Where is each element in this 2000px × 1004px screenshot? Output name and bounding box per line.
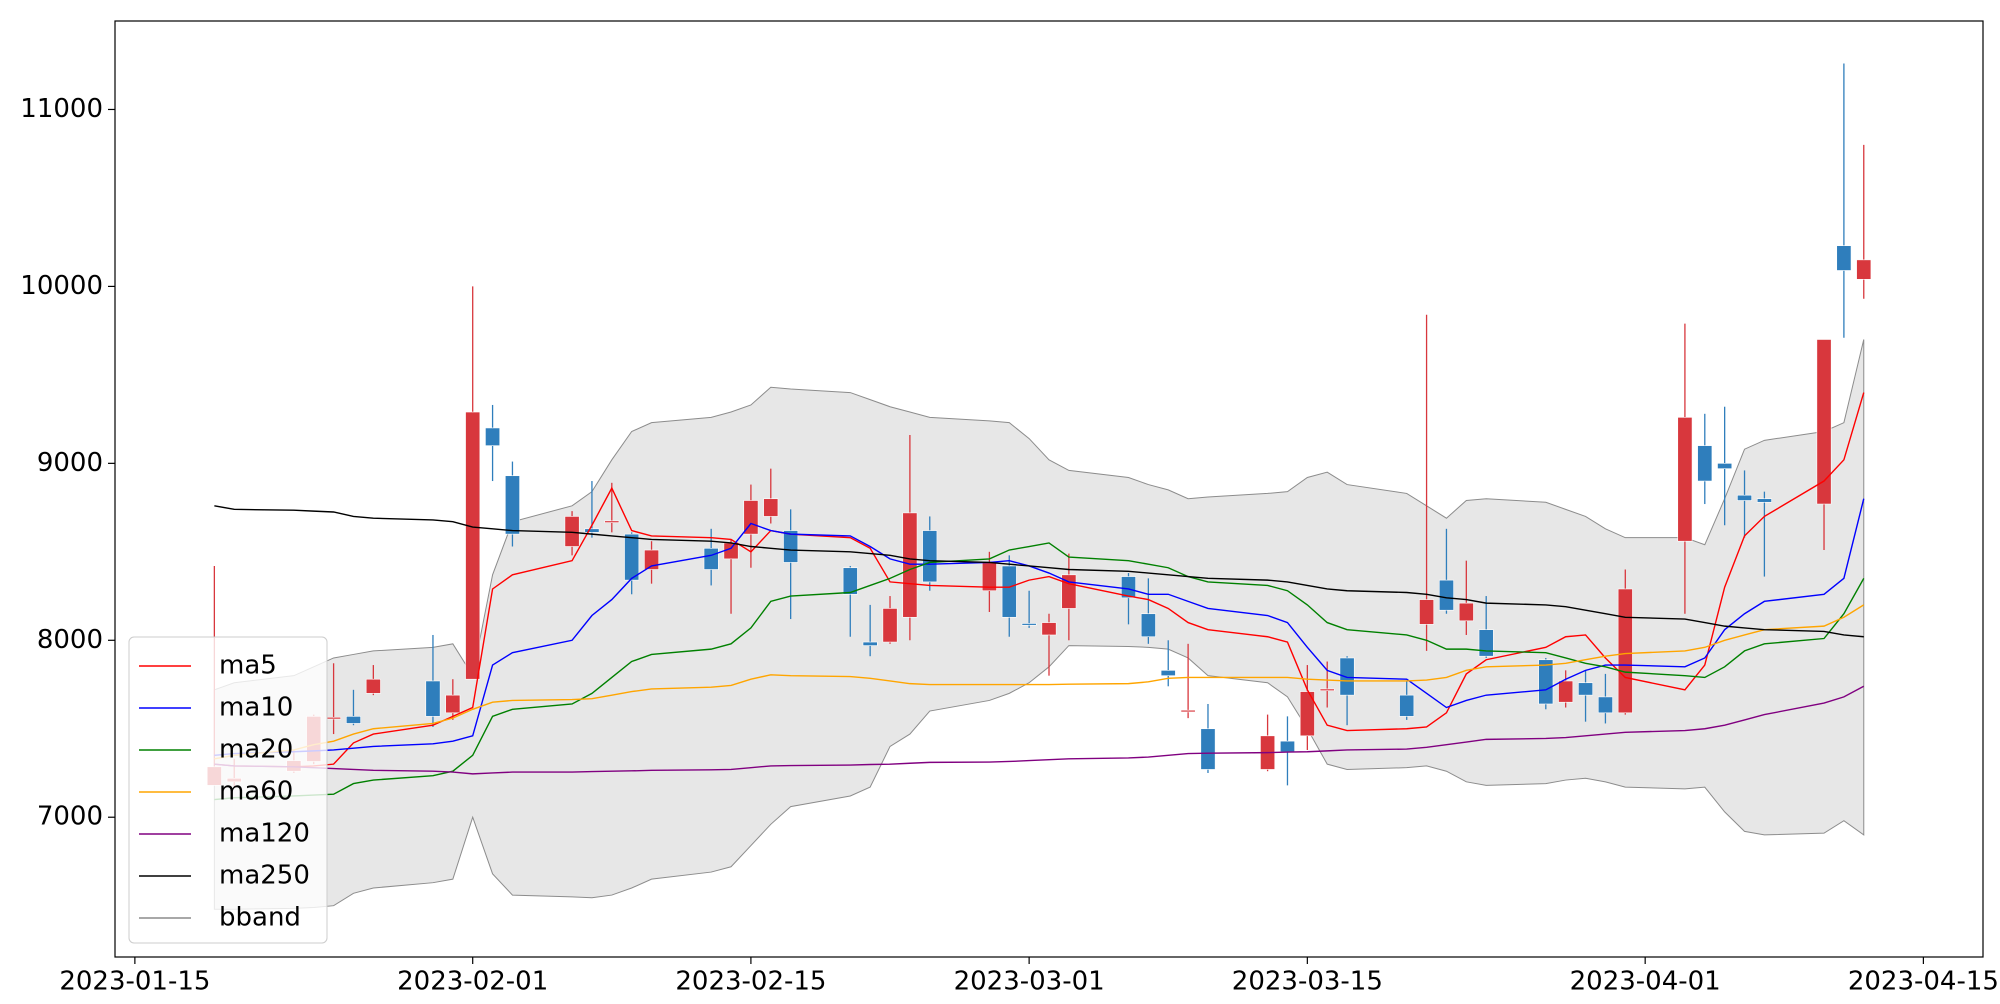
legend-label: ma60 — [219, 777, 293, 807]
candle-body — [1538, 659, 1554, 705]
candle-body — [902, 512, 918, 618]
candle-body — [703, 547, 719, 570]
ma-line — [214, 542, 1865, 801]
candle-body — [1816, 339, 1832, 505]
candle-body — [1339, 657, 1355, 696]
candle-body — [346, 716, 361, 724]
x-tick-label: 2023-02-15 — [675, 967, 826, 997]
candle-body — [1041, 622, 1057, 636]
ma-line — [214, 685, 1865, 775]
legend-label: ma120 — [219, 819, 310, 849]
candle-body — [1200, 728, 1216, 770]
candle-body — [365, 678, 381, 694]
candle-body — [1160, 670, 1176, 676]
candle-body — [723, 542, 739, 560]
candle-body — [425, 680, 441, 717]
x-tick-label: 2023-04-01 — [1570, 967, 1721, 997]
x-tick-label: 2023-03-15 — [1232, 967, 1383, 997]
candle-body — [1597, 696, 1613, 714]
plot-area — [206, 63, 1872, 910]
y-tick-label: 11000 — [20, 94, 103, 124]
x-tick-label: 2023-04-15 — [1848, 967, 1999, 997]
candle-body — [1717, 463, 1733, 469]
bollinger-band — [213, 339, 1865, 910]
candle-body — [1299, 691, 1315, 737]
candle-body — [1697, 445, 1713, 482]
candle-body — [882, 608, 898, 643]
candle-body — [564, 516, 580, 547]
candle-body — [485, 427, 501, 446]
legend-label: bband — [219, 903, 301, 933]
y-tick-label: 8000 — [37, 625, 103, 655]
legend-label: ma20 — [219, 735, 293, 765]
y-tick-label: 10000 — [20, 271, 103, 301]
candle-body — [1458, 602, 1474, 622]
candle-body — [1478, 629, 1494, 657]
candle-body — [1399, 694, 1415, 717]
candle-body — [743, 500, 759, 535]
candle-body — [1319, 688, 1335, 692]
candle-body — [1140, 613, 1156, 638]
candle-body — [1419, 599, 1435, 625]
x-tick-label: 2023-01-15 — [59, 967, 210, 997]
candle-body — [1578, 682, 1594, 696]
candle-body — [1836, 245, 1852, 271]
candle-body — [604, 520, 620, 523]
candle-body — [1280, 740, 1295, 753]
ma-line — [214, 498, 1865, 756]
candle-body — [1856, 259, 1872, 280]
legend-box — [128, 636, 328, 944]
candle-body — [922, 530, 938, 583]
candle-body — [763, 498, 779, 517]
candle-body — [1617, 588, 1633, 714]
candle-body — [465, 411, 481, 680]
candle-body — [504, 475, 520, 535]
ma-line — [214, 604, 1865, 760]
x-tick-label: 2023-03-01 — [954, 967, 1105, 997]
candle-body — [326, 716, 342, 720]
candle-body — [1001, 565, 1017, 618]
candle-body — [862, 641, 878, 646]
candle-body — [842, 567, 858, 595]
plot-frame — [114, 20, 1984, 958]
y-tick-label: 9000 — [37, 448, 103, 478]
candle-body — [584, 528, 600, 533]
candle-body — [783, 530, 799, 563]
candle-body — [1121, 576, 1136, 599]
candle-body — [1061, 574, 1077, 609]
ma-line — [214, 392, 1865, 768]
candle-body — [1021, 623, 1037, 626]
y-tick-label: 7000 — [37, 802, 103, 832]
candle-body — [1180, 709, 1196, 713]
legend-label: ma250 — [219, 861, 310, 891]
candle-body — [1677, 417, 1693, 542]
candle-body — [1737, 494, 1752, 501]
candle-body — [1438, 579, 1454, 611]
legend-label: ma5 — [219, 651, 277, 681]
legend-label: ma10 — [219, 693, 293, 723]
ma-line — [214, 505, 1864, 638]
candle-body — [1558, 680, 1574, 703]
candle-body — [1756, 498, 1772, 503]
candle-body — [445, 694, 461, 714]
candle-body — [624, 533, 640, 581]
legend: ma5 ma10 ma20 ma60 ma120 ma250 bband — [128, 636, 328, 944]
x-tick-label: 2023-02-01 — [397, 967, 548, 997]
